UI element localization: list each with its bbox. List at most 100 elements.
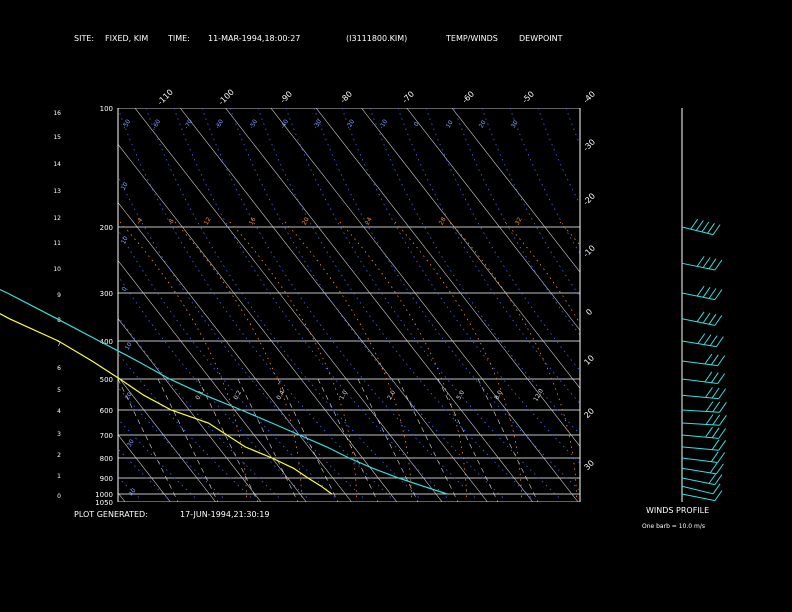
wind-barb-flag [705, 401, 714, 412]
dry-adiabat-line [229, 108, 504, 499]
wind-barb-flag [696, 285, 705, 297]
dewpoint-trace [0, 312, 333, 495]
clipped-grid [0, 108, 792, 502]
wind-barb-flag [715, 336, 724, 347]
wind-barb-flag [711, 439, 720, 450]
isotherm-line [118, 260, 307, 502]
mixing-ratio-line [437, 378, 499, 502]
dry-adiabat-line [118, 175, 364, 499]
wind-barb-flag [718, 402, 727, 413]
legend-dewpoint: DEWPOINT [519, 34, 563, 43]
dry-adiabat-line [118, 352, 252, 499]
isotherm-top-label: -50 [520, 89, 536, 105]
dry-adiabat-line [118, 274, 308, 499]
moist-adiabat-label: 12 [203, 216, 213, 226]
wind-barb-flag [710, 451, 719, 462]
height-km-label: 2 [57, 452, 61, 459]
wind-barb-flag [707, 223, 715, 234]
dry-adiabat-line [594, 108, 792, 498]
theta-label: 0 [413, 121, 421, 128]
isotherm-line [406, 108, 580, 331]
theta-label: -20 [345, 118, 356, 130]
temperature-trace [0, 288, 448, 495]
mixing-ratio-label: 0.4 [275, 389, 286, 401]
dry-adiabat-line [762, 108, 792, 498]
moist-adiabat-label: 8 [168, 218, 176, 225]
wind-barb-flag [718, 415, 727, 426]
wind-barb-flag [697, 333, 706, 344]
wind-barb-flag [708, 473, 717, 484]
theta-label: -40 [279, 118, 290, 130]
legend-temp: TEMP/WINDS [445, 34, 498, 43]
winds-profile-title: WINDS PROFILE [646, 506, 709, 515]
moist-adiabat-label: 16 [248, 216, 258, 226]
site-value: FIXED, KIM [105, 34, 148, 43]
height-km-label: 16 [53, 110, 61, 117]
moist-adiabat-line [229, 221, 357, 499]
theta-label: -60 [151, 118, 162, 130]
moist-adiabat-label: 24 [364, 216, 374, 226]
barb-note: One barb = 10.0 m/s [642, 523, 705, 530]
pressure-label: 300 [100, 290, 113, 298]
height-km-label: 12 [53, 215, 61, 222]
wind-barb-flag [711, 427, 720, 439]
mixing-ratio-line [118, 378, 179, 502]
pressure-label: 1000 [95, 491, 113, 499]
moist-adiabat-label: 28 [438, 216, 448, 226]
mixing-ratio-line [317, 378, 379, 502]
mixing-ratio-line [357, 378, 419, 502]
isotherm-right-label: 0 [584, 307, 594, 317]
isotherm-line [0, 108, 80, 502]
mixing-ratio-label: 1.0 [338, 389, 349, 401]
wind-barb-flag [702, 287, 711, 298]
dry-adiabat-line [118, 228, 336, 499]
wind-barb-flag [711, 387, 720, 399]
isotherm-line [118, 201, 352, 502]
theta-label: -10 [378, 118, 389, 130]
dry-adiabat-line [425, 108, 580, 372]
wind-barb-flag [701, 221, 710, 233]
wind-barb-flag [704, 353, 713, 365]
mixing-ratio-label: 8.0 [493, 389, 504, 401]
wind-barb-flag [702, 257, 711, 268]
pressure-label: 400 [100, 338, 113, 346]
footer: PLOT GENERATED: 17-JUN-1994,21:30:19 WIN… [74, 506, 709, 530]
plot-generated-label: PLOT GENERATED: [74, 510, 148, 519]
pressure-label: 500 [100, 376, 113, 384]
moist-adiabat-label: 32 [514, 216, 524, 226]
pressure-label: 200 [100, 224, 113, 232]
dry-adiabat-line [285, 108, 560, 499]
moist-adiabat-line [339, 221, 467, 499]
pressure-label: 600 [100, 407, 113, 415]
isotherm-line [118, 492, 126, 502]
wind-barb-flag [717, 355, 726, 366]
height-km-label: 6 [57, 365, 61, 372]
moist-adiabat-line [504, 221, 580, 325]
mixing-ratio-line [237, 378, 299, 502]
mixing-ratio-line [157, 378, 219, 502]
isotherm-right-label: 30 [582, 458, 596, 472]
dry-adiabat-line [118, 108, 392, 499]
wind-barb-flag [718, 388, 727, 399]
wind-barb-flag [714, 259, 723, 271]
wind-barb-flag [696, 256, 705, 267]
isotherm-right-label: 10 [582, 353, 596, 367]
height-km-label: 7 [57, 341, 61, 348]
isotherm-top-label: -70 [400, 89, 416, 105]
wind-barb-flag [703, 334, 712, 345]
height-km-label: 0 [57, 493, 61, 500]
left-isotherm-label: 0 [121, 286, 129, 293]
isotherm-top-label: -60 [460, 89, 476, 105]
wind-barb-flag [710, 372, 719, 383]
wind-barb-flag [712, 224, 721, 235]
isotherm-top-label: -110 [156, 88, 175, 107]
moist-adiabat-label: -4 [135, 217, 144, 226]
file-id: (I3111800.KIM) [346, 34, 407, 43]
moist-adiabat-line [284, 221, 412, 499]
left-isotherm-label: 40 [128, 487, 138, 497]
isotherm-top-label: -80 [338, 89, 354, 105]
theta-label: -70 [183, 118, 194, 130]
left-isotherm-label: 10 [120, 181, 130, 191]
height-km-label: 13 [53, 188, 61, 195]
